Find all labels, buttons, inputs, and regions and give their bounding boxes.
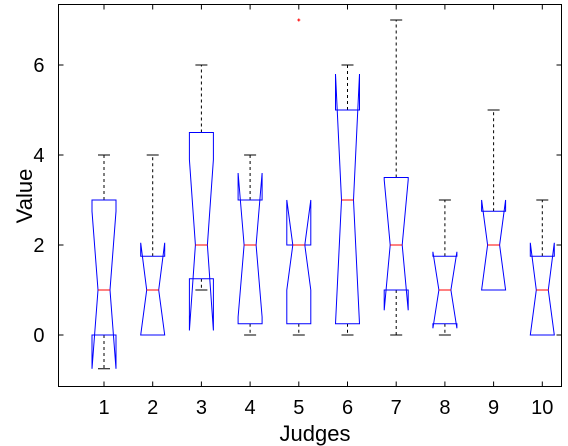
x-tick-label: 9 bbox=[488, 397, 499, 419]
box-9 bbox=[481, 109, 507, 291]
plot-content bbox=[91, 18, 555, 370]
x-tick-label: 8 bbox=[439, 397, 450, 419]
box-8 bbox=[432, 199, 458, 336]
notched-box bbox=[432, 251, 458, 329]
notched-box bbox=[334, 73, 361, 325]
x-tick-label: 7 bbox=[391, 397, 402, 419]
y-tick-label: 4 bbox=[33, 145, 44, 167]
x-tick-label: 3 bbox=[196, 397, 207, 419]
x-tick-label: 6 bbox=[342, 397, 353, 419]
notched-box bbox=[91, 199, 117, 369]
box-2 bbox=[140, 154, 166, 336]
x-axis: 1 2 3 4 5 6 7 8 9 10 bbox=[98, 4, 553, 419]
x-tick-label: 5 bbox=[293, 397, 304, 419]
box-3 bbox=[188, 64, 214, 331]
notched-box bbox=[140, 242, 166, 336]
x-tick-label: 10 bbox=[531, 397, 553, 419]
x-tick-label: 2 bbox=[147, 397, 158, 419]
plot-frame bbox=[58, 4, 562, 387]
box-4 bbox=[237, 154, 263, 336]
x-tick-label: 4 bbox=[245, 397, 256, 419]
notched-box bbox=[286, 199, 312, 325]
y-axis-label: Value bbox=[12, 169, 37, 224]
y-tick-label: 2 bbox=[33, 235, 44, 257]
y-tick-label: 6 bbox=[33, 55, 44, 77]
notched-box bbox=[481, 199, 507, 291]
x-tick-label: 1 bbox=[98, 397, 109, 419]
notched-box bbox=[188, 132, 214, 331]
box-7 bbox=[383, 19, 409, 336]
box-10 bbox=[529, 199, 555, 336]
notched-box bbox=[529, 242, 555, 336]
box-1 bbox=[91, 154, 117, 370]
notched-box bbox=[237, 172, 263, 325]
notched-box bbox=[383, 177, 409, 311]
box-5 bbox=[286, 18, 312, 336]
x-axis-label: Judges bbox=[280, 421, 351, 446]
box-6 bbox=[334, 64, 361, 336]
y-axis: 0 2 4 6 bbox=[33, 55, 562, 347]
y-tick-label: 0 bbox=[33, 325, 44, 347]
